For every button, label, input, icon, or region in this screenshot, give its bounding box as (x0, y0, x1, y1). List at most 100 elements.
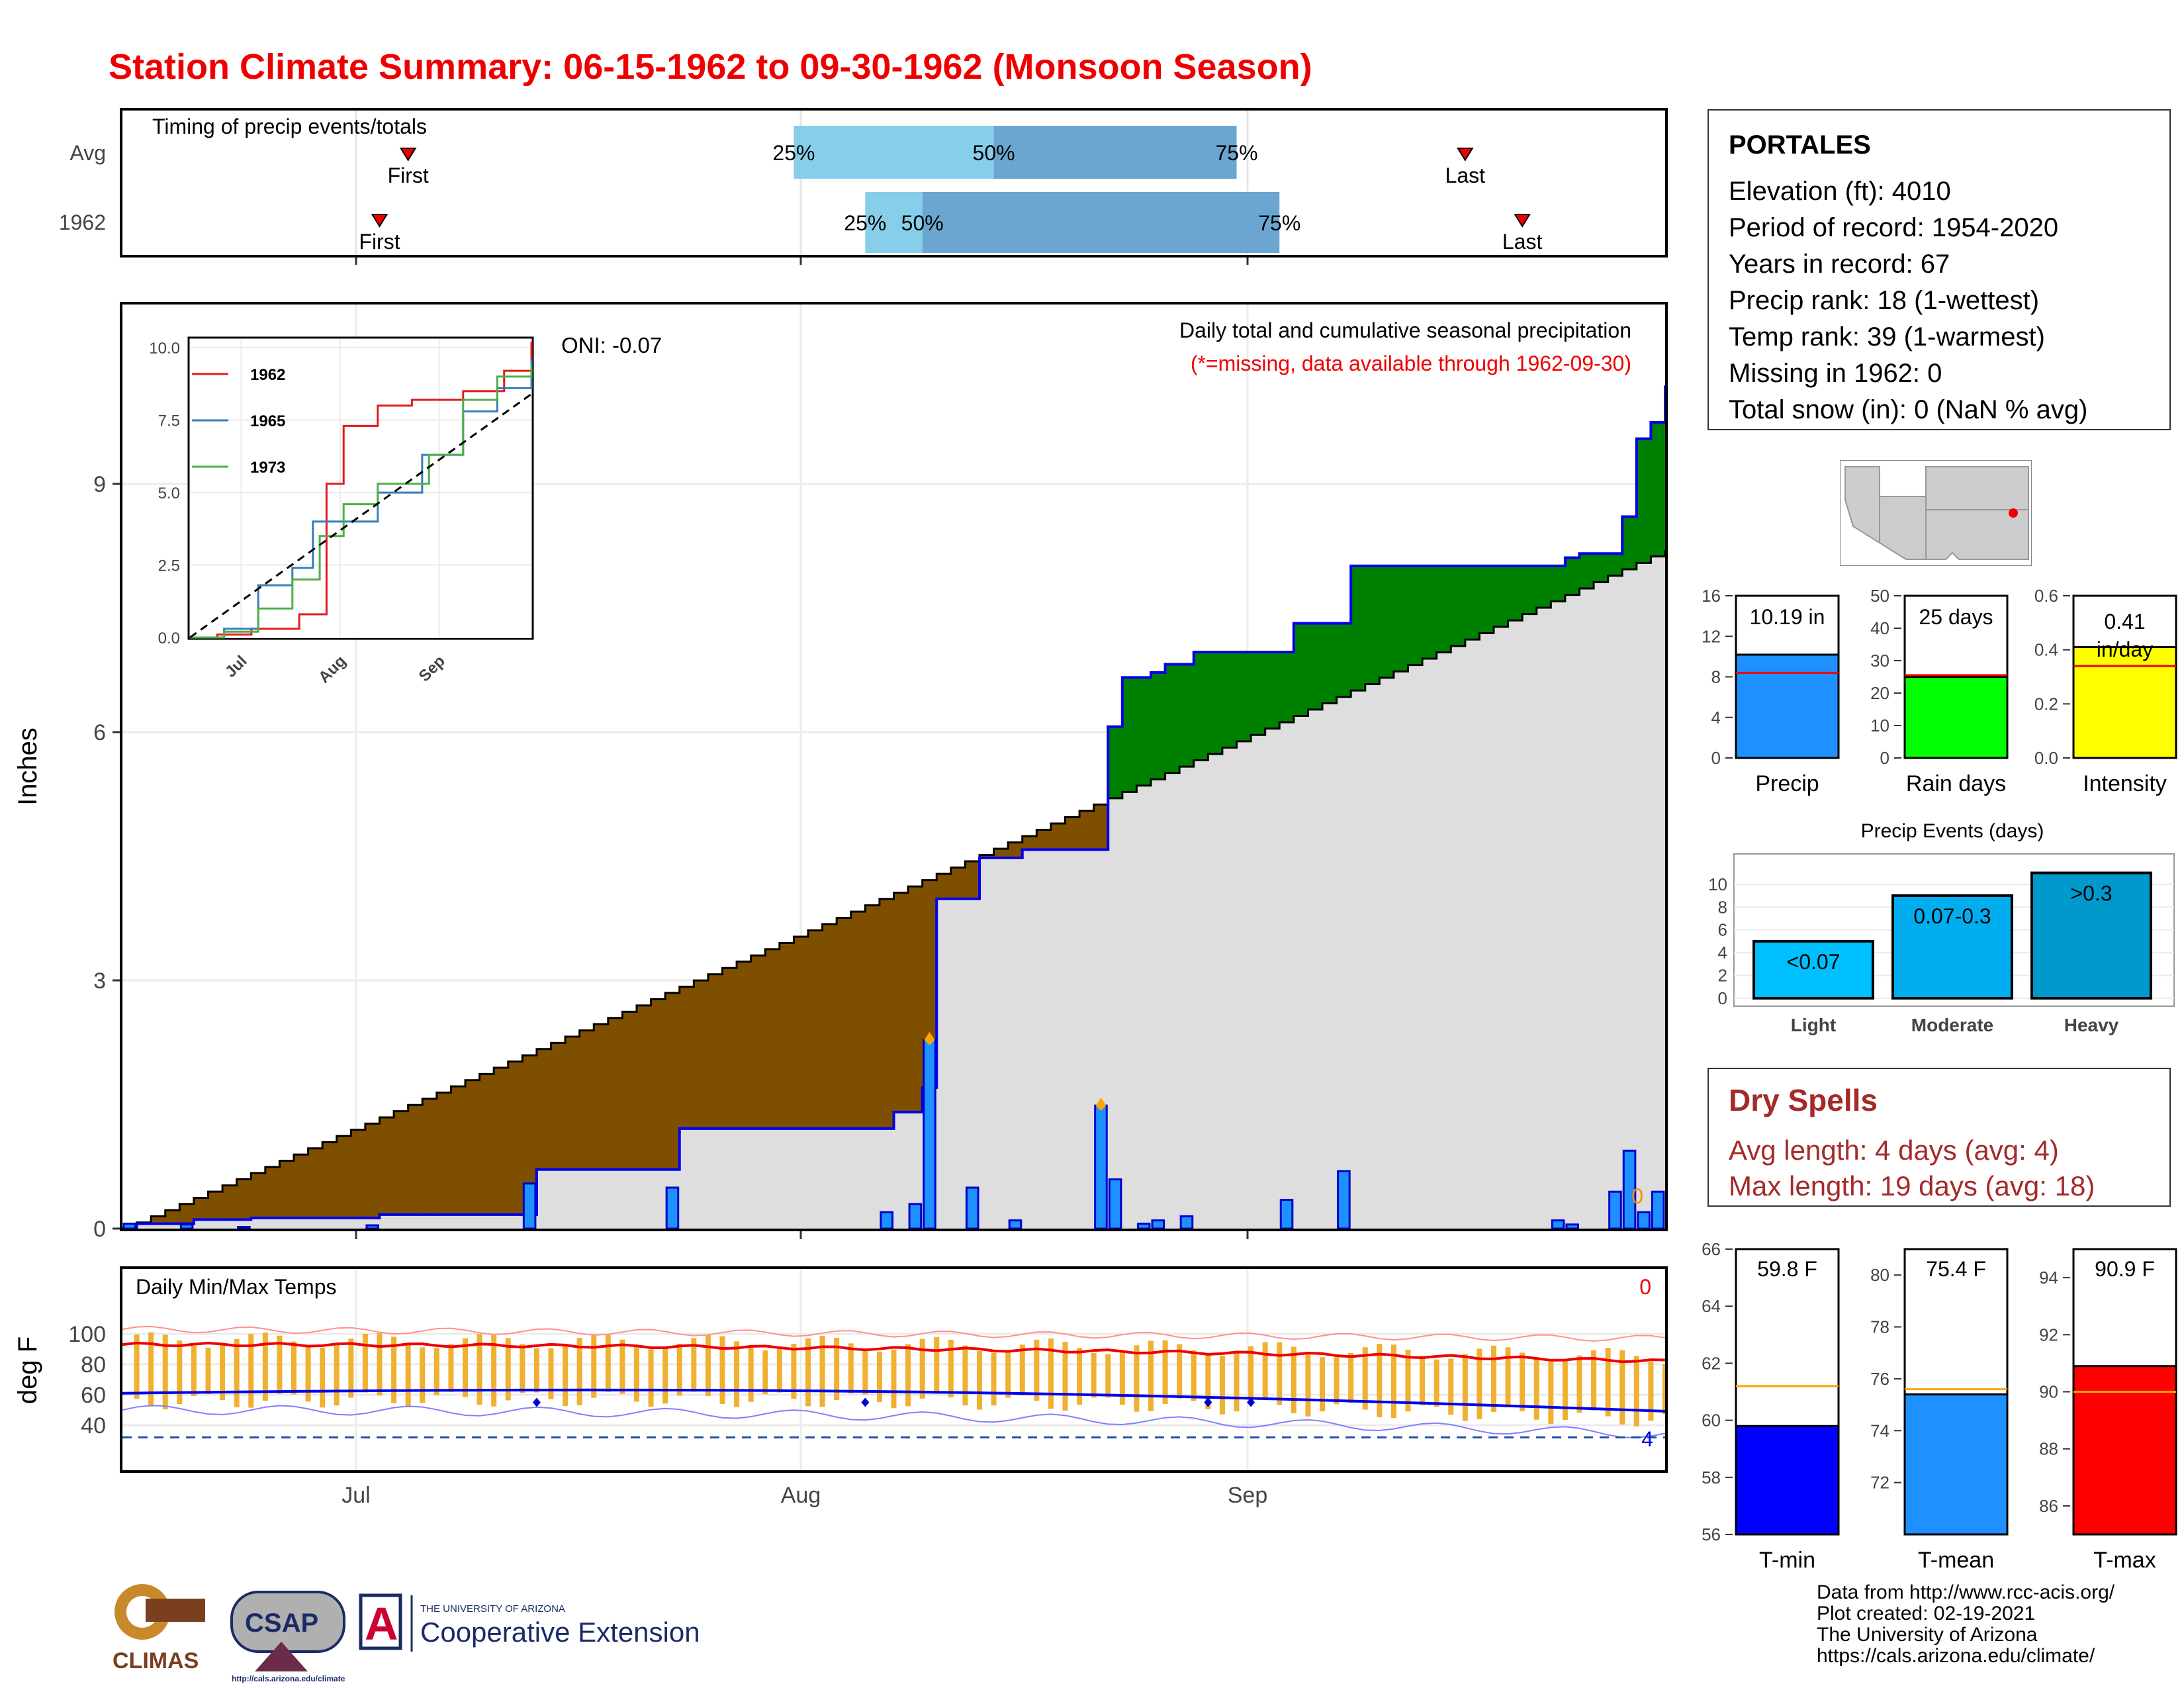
summary-y-tick-label: 0.2 (2034, 694, 2058, 714)
temp-x-tick-label: Jul (341, 1483, 370, 1508)
temp-summary-y-tick-label: 80 (1870, 1265, 1889, 1285)
daily-temp-bar (248, 1334, 254, 1408)
daily-temp-bar (762, 1350, 768, 1395)
deficit-area (308, 1148, 323, 1218)
deficit-area (179, 1203, 195, 1224)
daily-temp-bar (605, 1335, 611, 1392)
summary-bar-charts: 0 4 8 12 16 10.19 in Precip 0 10 20 30 40 50 25 days R… (1702, 586, 2177, 796)
daily-temp-bar (1448, 1358, 1454, 1415)
daily-temp-bar (1348, 1352, 1354, 1403)
summary-y-tick-label: 0.4 (2034, 640, 2058, 660)
deficit-area (622, 1011, 637, 1170)
temp-summary-bar (2072, 1365, 2177, 1536)
temp-x-tick-label: Aug (781, 1483, 821, 1508)
temp-summary-value: 75.4 F (1926, 1257, 1986, 1281)
temp-summary-value: 59.8 F (1757, 1257, 1817, 1281)
station-temp-rank: Temp rank: 39 (1-warmest) (1729, 322, 2045, 352)
daily-temp-bar (491, 1333, 497, 1407)
precip-caption: Daily total and cumulative seasonal prec… (1179, 318, 1631, 342)
events-y-tick-label: 0 (1718, 988, 1727, 1008)
deficit-area (765, 949, 780, 1129)
daily-precip-bar (1337, 1170, 1351, 1230)
station-elevation: Elevation (ft): 4010 (1729, 177, 1951, 206)
summary-bar (2072, 646, 2177, 759)
daily-temp-bar (1433, 1359, 1439, 1407)
events-y-tick-label: 10 (1708, 874, 1727, 894)
deficit-area (779, 943, 795, 1129)
daily-temp-bar (533, 1348, 539, 1393)
daily-temp-bar (734, 1341, 740, 1407)
daily-temp-bar (591, 1334, 597, 1398)
deficit-area (222, 1185, 238, 1220)
inset-chart: 0.0 2.5 5.0 7.5 10.0 Jul Aug Sep 1962 1965 1973 (149, 336, 534, 686)
daily-precip-bar (1279, 1199, 1294, 1230)
temp-summary-y-tick-label: 72 (1870, 1473, 1889, 1493)
deficit-area (1093, 804, 1109, 850)
daily-temp-bar (1362, 1347, 1368, 1410)
daily-temp-bar (1162, 1340, 1168, 1404)
daily-precip-bar (1179, 1215, 1194, 1230)
daily-precip-bar (965, 1186, 979, 1230)
temp-summary-y-tick-label: 74 (1870, 1421, 1889, 1440)
summary-y-tick-label: 50 (1870, 586, 1889, 606)
daily-temp-bar (234, 1338, 240, 1407)
timing-bar-q50-q75 (993, 126, 1237, 179)
dry-spells-max: Max length: 19 days (avg: 18) (1729, 1170, 2095, 1201)
daily-temp-bar (305, 1346, 311, 1402)
surplus-area (1451, 565, 1466, 646)
inset-gridlines (190, 339, 531, 638)
precip-events-title: Precip Events (days) (1861, 820, 2044, 842)
temp-summary-y-tick-label: 86 (2039, 1496, 2058, 1516)
surplus-area (1651, 422, 1666, 557)
timing-bar-q25-q50 (865, 192, 923, 253)
deficit-area (651, 999, 666, 1170)
deficit-area (579, 1030, 595, 1170)
deficit-area (265, 1166, 281, 1218)
temp-y-tick-label: 40 (81, 1413, 106, 1438)
timing-last-marker (1457, 148, 1474, 162)
locator-map (1840, 460, 2032, 566)
deficit-area (922, 880, 938, 1088)
daily-temp-bar (805, 1338, 811, 1407)
deficit-area (379, 1117, 394, 1215)
daily-temp-bar (819, 1335, 825, 1407)
summary-y-tick-label: 0 (1880, 748, 1889, 768)
summary-value-label: 0.41 (2104, 610, 2145, 633)
surplus-area (1165, 664, 1180, 773)
deficit-area (993, 849, 1009, 858)
timing-last-label: Last (1502, 230, 1543, 254)
daily-precip-bar (1637, 1211, 1651, 1230)
temp-panel: Daily Min/Max Temps 0 4 deg F 406080100 … (13, 1266, 1668, 1508)
daily-precip-bar (665, 1186, 680, 1230)
daily-temp-bar (834, 1338, 840, 1401)
daily-temp-bar (1548, 1362, 1554, 1425)
daily-temp-bar (619, 1339, 625, 1394)
deficit-area (594, 1024, 609, 1170)
oni-label: ONI: -0.07 (561, 333, 662, 357)
temp-y-tick-label: 80 (81, 1352, 106, 1378)
deficit-area (522, 1055, 537, 1215)
daily-temp-bar (1062, 1342, 1068, 1411)
summary-bar-label: Intensity (2083, 771, 2167, 796)
inset-series-line (190, 365, 533, 639)
inset-y-tick-label: 5.0 (158, 485, 180, 502)
daily-temp-bar (405, 1342, 411, 1407)
surplus-area (1436, 565, 1452, 653)
deficit-area (737, 961, 752, 1129)
y-tick-label: 0 (93, 1217, 106, 1242)
surplus-area (1551, 565, 1566, 602)
daily-temp-bar (962, 1345, 968, 1406)
daily-temp-bar (377, 1333, 383, 1396)
deficit-area (808, 930, 823, 1129)
daily-temp-bar (1134, 1345, 1140, 1412)
daily-precip-bar (365, 1224, 380, 1230)
daily-temp-bar (1105, 1354, 1111, 1398)
summary-value-label: 10.19 in (1750, 605, 1825, 629)
timing-pct-label: 75% (1215, 141, 1257, 165)
daily-temp-bar (1277, 1342, 1283, 1405)
daily-temp-bar (433, 1348, 439, 1395)
deficit-area (365, 1123, 381, 1218)
avg-min-line (122, 1388, 1666, 1413)
surplus-area (1193, 651, 1209, 761)
deficit-area (1065, 817, 1080, 850)
